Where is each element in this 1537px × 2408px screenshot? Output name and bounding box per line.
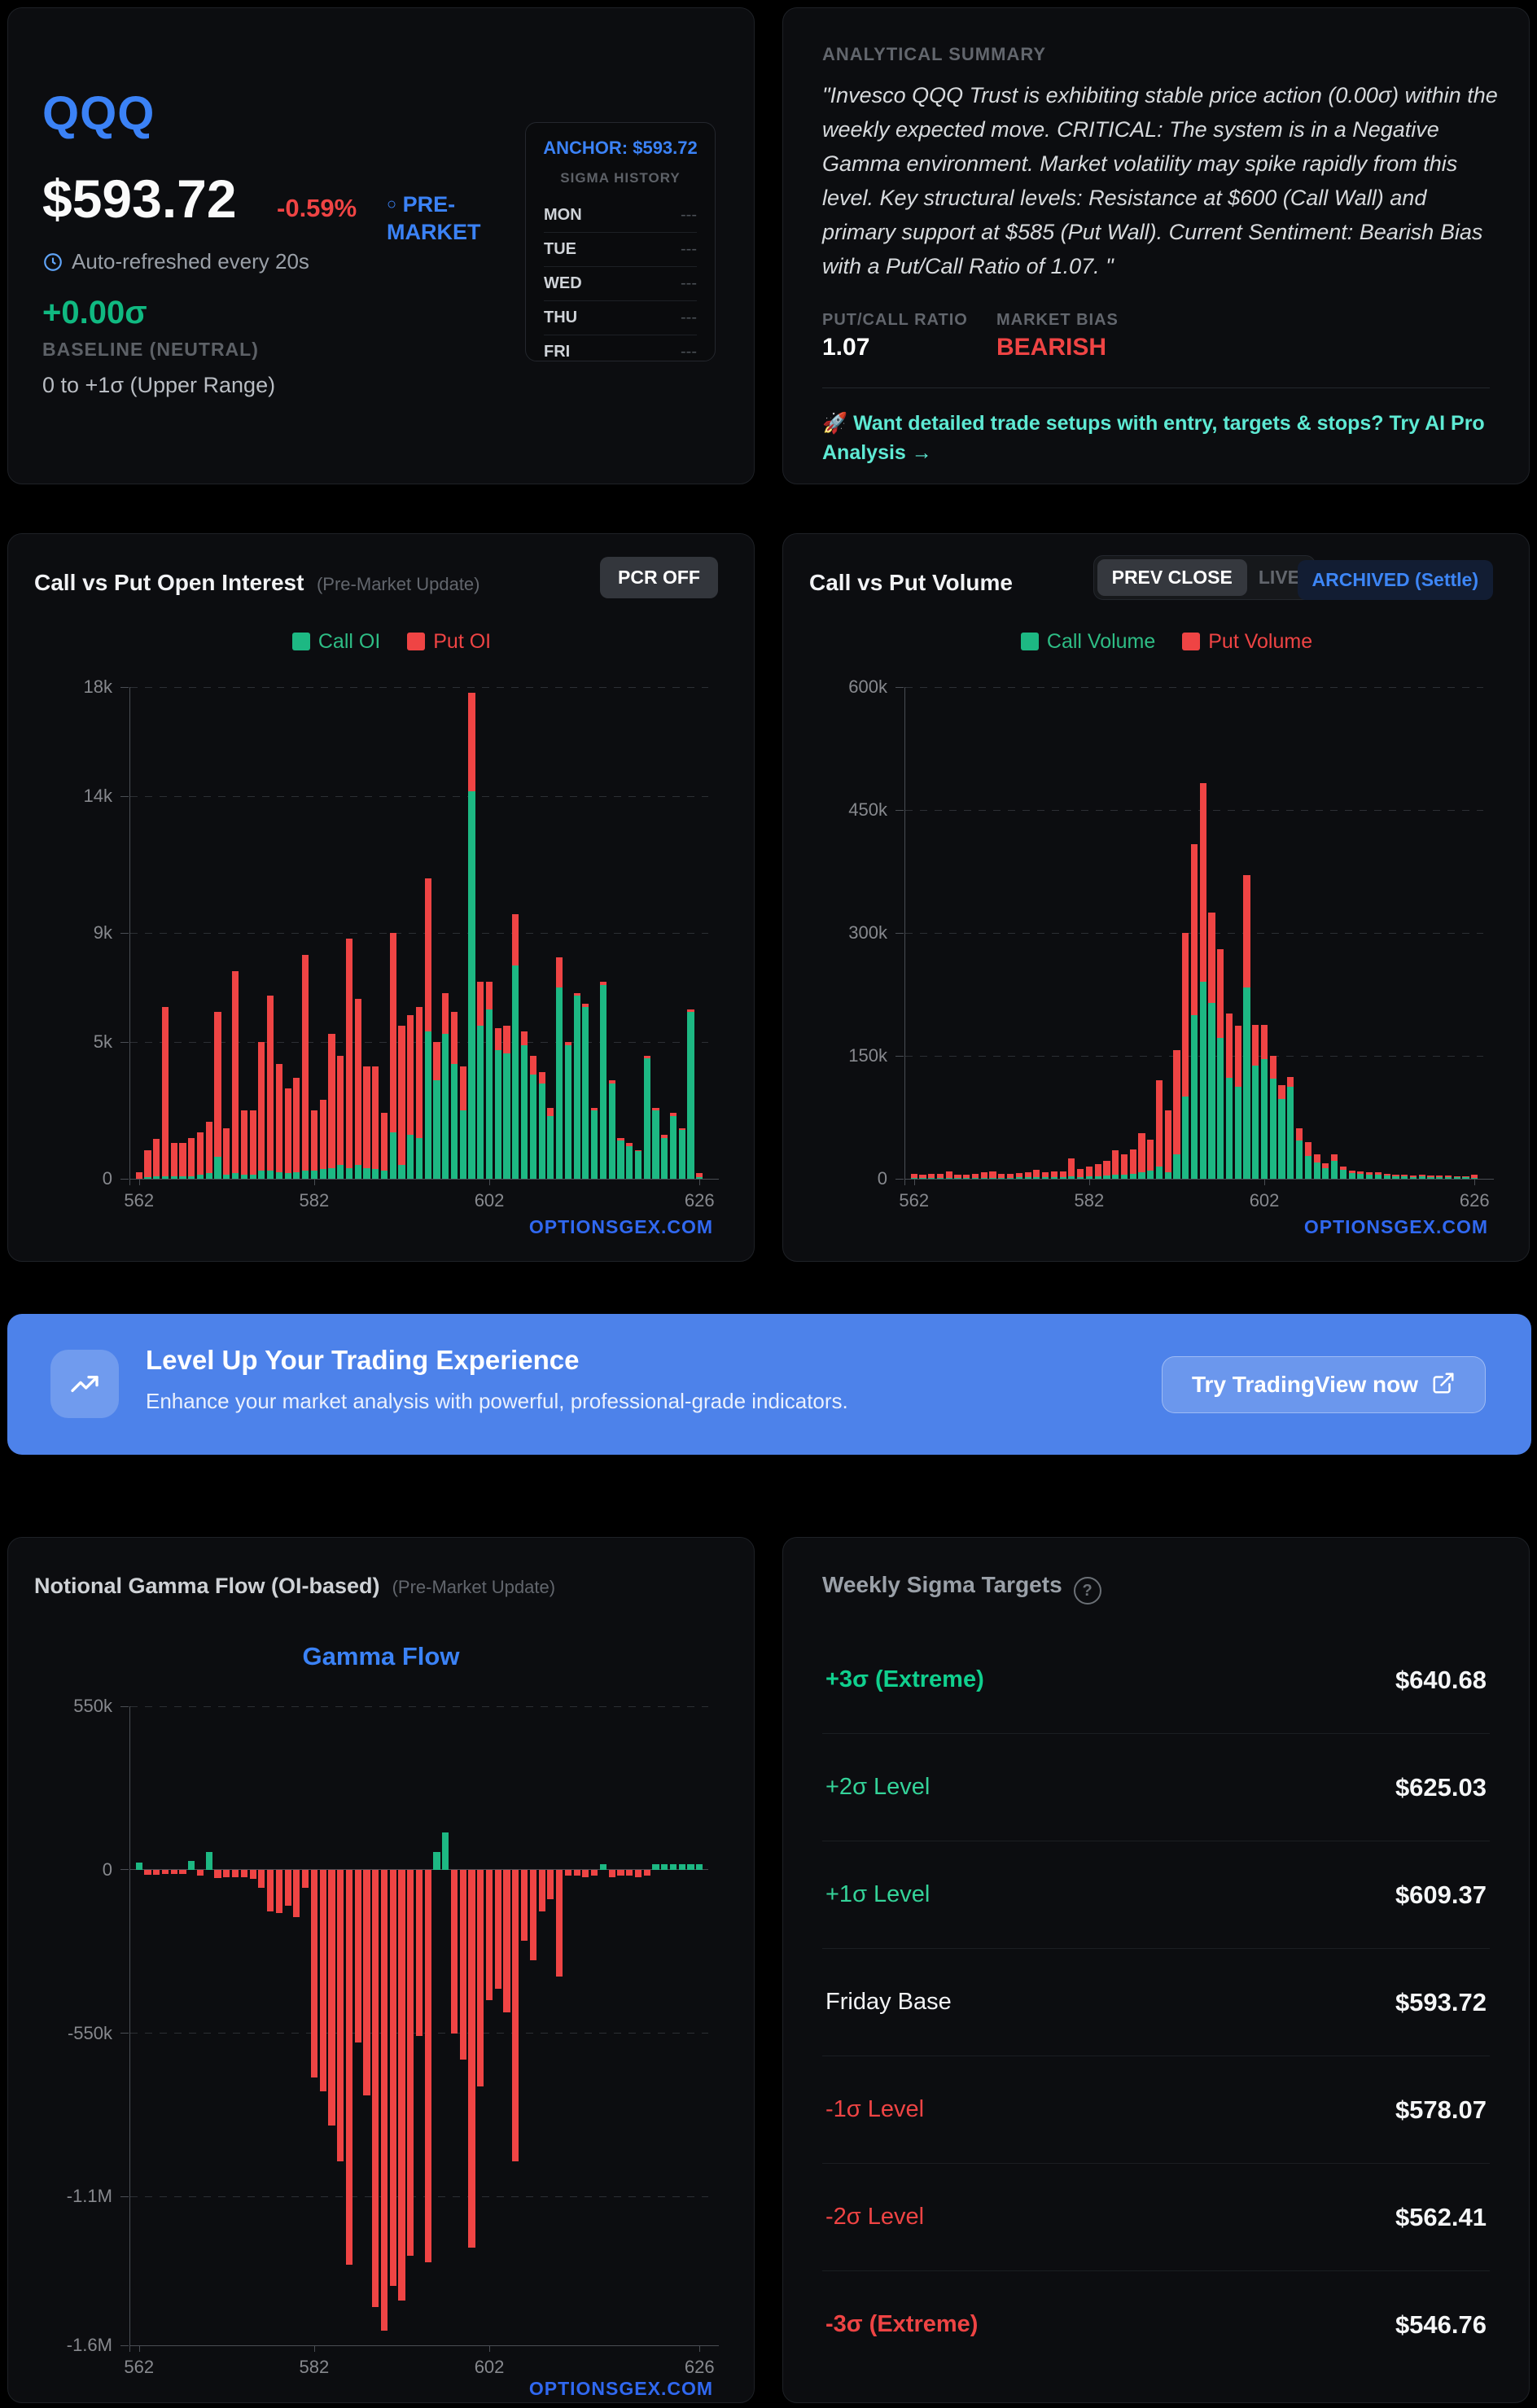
target-row-value: $562.41 bbox=[1395, 2203, 1487, 2231]
gamma-flow-card: Notional Gamma Flow (OI-based) (Pre-Mark… bbox=[7, 1537, 755, 2403]
target-row-label: -2σ Level bbox=[825, 2204, 925, 2230]
put-legend-swatch bbox=[407, 633, 426, 650]
session-dot-icon: ○ bbox=[387, 195, 397, 213]
range-note: 0 to +1σ (Upper Range) bbox=[42, 373, 276, 397]
anchor-price: ANCHOR: $593.72 bbox=[543, 138, 698, 158]
target-row-value: $546.76 bbox=[1395, 2310, 1487, 2339]
oi-chart-subtitle: (Pre-Market Update) bbox=[316, 574, 480, 594]
gamma-card-title: Notional Gamma Flow (OI-based) (Pre-Mark… bbox=[34, 1574, 556, 1598]
sigma-targets-card: Weekly Sigma Targets? +3σ (Extreme) $640… bbox=[782, 1537, 1530, 2403]
rocket-icon: 🚀 bbox=[822, 412, 848, 435]
pcr-toggle-button[interactable]: PCR OFF bbox=[600, 557, 718, 598]
auto-refresh-note: Auto-refreshed every 20s bbox=[42, 249, 309, 274]
sigma-history-row: WED --- bbox=[544, 266, 697, 301]
market-bias-value: BEARISH bbox=[996, 334, 1107, 361]
ticker-symbol: QQQ bbox=[42, 87, 155, 140]
put-call-ratio-value: 1.07 bbox=[822, 334, 870, 361]
gamma-chart-title: Gamma Flow bbox=[302, 1642, 460, 1670]
sigma-history-row: FRI --- bbox=[544, 343, 697, 361]
banner-title: Level Up Your Trading Experience bbox=[146, 1345, 580, 1375]
put-legend-swatch bbox=[1182, 633, 1201, 650]
put-call-ratio-label: PUT/CALL RATIO bbox=[822, 311, 968, 329]
sigma-history-box: ANCHOR: $593.72 SIGMA HISTORY MON --- TUE… bbox=[525, 122, 716, 361]
call-legend-label: Call OI bbox=[317, 630, 381, 653]
volume-chart-title: Call vs Put Volume bbox=[809, 570, 1013, 595]
divider bbox=[822, 1733, 1490, 1734]
target-row-value: $593.72 bbox=[1395, 1988, 1487, 2016]
call-legend-swatch bbox=[291, 633, 310, 650]
call-legend-label: Call Volume bbox=[1046, 630, 1156, 653]
sigma-change: +0.00σ bbox=[42, 295, 147, 331]
summary-text: "Invesco QQQ Trust is exhibiting stable … bbox=[822, 83, 1498, 278]
help-icon[interactable]: ? bbox=[1073, 1577, 1101, 1605]
optionsgex-watermark: OPTIONSGEX.COM bbox=[1303, 1216, 1488, 1237]
volume-card: Call vs Put Volume PREV CLOSE LIVE ARCHIV… bbox=[782, 533, 1530, 1262]
summary-card: ANALYTICAL SUMMARY "Invesco QQQ Trust is… bbox=[782, 7, 1530, 484]
baseline-label: BASELINE (NEUTRAL) bbox=[42, 339, 259, 360]
ai-pro-cta-link[interactable]: 🚀 Want detailed trade setups with entry,… bbox=[822, 412, 1485, 464]
target-row-label: +3σ (Extreme) bbox=[825, 1666, 984, 1692]
arrow-right-icon: → bbox=[911, 441, 932, 464]
put-legend-label: Put OI bbox=[433, 630, 492, 653]
gamma-chart-plot: 550k 0 -550k -1.1M -1.6M 562 582 602 626 bbox=[67, 1696, 719, 2377]
live-tab[interactable]: LIVE bbox=[1258, 567, 1300, 588]
external-link-icon bbox=[1433, 1373, 1454, 1394]
divider bbox=[822, 2270, 1490, 2271]
optionsgex-watermark: OPTIONSGEX.COM bbox=[528, 2378, 713, 2399]
session-badge: ○ PRE-MARKET bbox=[387, 192, 481, 244]
current-price: $593.72 bbox=[42, 169, 237, 229]
clock-icon bbox=[44, 253, 62, 271]
target-row-label: +2σ Level bbox=[825, 1774, 931, 1800]
volume-chart-plot: 0 150k 300k 450k 600k 562 582 602 626 bbox=[848, 676, 1494, 1211]
target-row-value: $640.68 bbox=[1395, 1666, 1487, 1694]
target-row-label: +1σ Level bbox=[825, 1881, 931, 1907]
sigma-history-row: THU --- bbox=[544, 300, 697, 335]
summary-header: ANALYTICAL SUMMARY bbox=[822, 44, 1047, 64]
quote-card: QQQ $593.72 -0.59% ○ PRE-MARKET Auto-ref… bbox=[7, 7, 755, 484]
target-row-label: -1σ Level bbox=[825, 2096, 925, 2122]
oi-legend: Call OI Put OI bbox=[8, 630, 754, 654]
oi-chart-title: Call vs Put Open Interest (Pre-Market Up… bbox=[34, 570, 480, 595]
optionsgex-watermark: OPTIONSGEX.COM bbox=[528, 1216, 713, 1237]
gamma-card-subtitle: (Pre-Market Update) bbox=[392, 1577, 556, 1597]
trending-up-icon bbox=[50, 1350, 119, 1418]
target-row-label: -3σ (Extreme) bbox=[825, 2311, 979, 2337]
target-row-value: $578.07 bbox=[1395, 2095, 1487, 2124]
price-change-percent: -0.59% bbox=[277, 194, 357, 222]
sigma-history-row: MON --- bbox=[544, 198, 697, 233]
volume-legend: Call Volume Put Volume bbox=[783, 630, 1529, 654]
tradingview-banner: Level Up Your Trading Experience Enhance… bbox=[7, 1314, 1531, 1455]
divider bbox=[822, 387, 1490, 388]
try-tradingview-button[interactable]: Try TradingView now bbox=[1162, 1356, 1486, 1413]
volume-source-toggle: PREV CLOSE LIVE bbox=[1093, 555, 1316, 600]
target-row-label: Friday Base bbox=[825, 1989, 952, 2015]
target-row-value: $625.03 bbox=[1395, 1773, 1487, 1802]
divider bbox=[822, 1948, 1490, 1949]
prev-close-tab[interactable]: PREV CLOSE bbox=[1097, 559, 1247, 596]
target-row-value: $609.37 bbox=[1395, 1880, 1487, 1909]
divider bbox=[822, 2163, 1490, 2164]
archived-settle-badge: ARCHIVED (Settle) bbox=[1297, 560, 1493, 600]
sigma-history-row: TUE --- bbox=[544, 232, 697, 267]
oi-chart-plot: 0 5k 9k 14k 18k 562 582 602 626 bbox=[84, 676, 719, 1211]
banner-subtitle: Enhance your market analysis with powerf… bbox=[146, 1389, 848, 1413]
call-legend-swatch bbox=[1020, 633, 1039, 650]
open-interest-card: Call vs Put Open Interest (Pre-Market Up… bbox=[7, 533, 755, 1262]
put-legend-label: Put Volume bbox=[1208, 630, 1313, 653]
market-bias-label: MARKET BIAS bbox=[996, 311, 1119, 329]
sigma-targets-title: Weekly Sigma Targets? bbox=[822, 1572, 1101, 1605]
sigma-history-title: SIGMA HISTORY bbox=[560, 170, 681, 186]
